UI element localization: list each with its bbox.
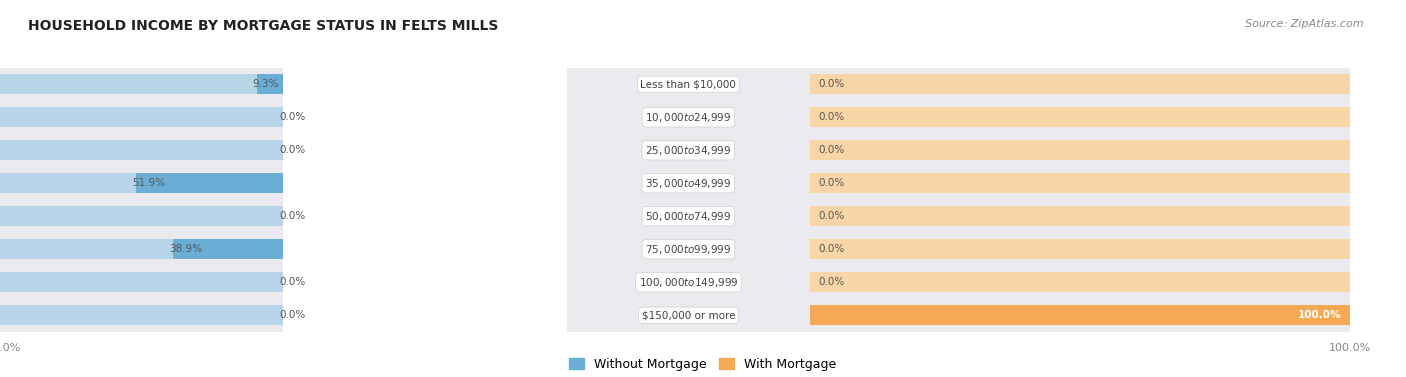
Bar xyxy=(567,134,810,167)
Text: 100.0%: 100.0% xyxy=(1298,310,1341,320)
Bar xyxy=(810,305,1350,325)
Bar xyxy=(173,239,284,259)
Bar xyxy=(0,200,284,233)
Text: 0.0%: 0.0% xyxy=(818,112,844,123)
Text: $35,000 to $49,999: $35,000 to $49,999 xyxy=(645,177,731,190)
Bar xyxy=(0,272,284,292)
Text: 38.9%: 38.9% xyxy=(169,244,202,254)
Bar xyxy=(0,239,284,259)
Text: Less than $10,000: Less than $10,000 xyxy=(641,79,737,89)
Bar xyxy=(567,167,810,200)
Bar xyxy=(0,134,284,167)
Text: HOUSEHOLD INCOME BY MORTGAGE STATUS IN FELTS MILLS: HOUSEHOLD INCOME BY MORTGAGE STATUS IN F… xyxy=(28,19,499,33)
Bar xyxy=(810,101,1350,134)
Bar xyxy=(0,68,284,101)
Bar xyxy=(567,299,810,332)
Bar xyxy=(0,305,284,325)
Bar xyxy=(567,68,810,101)
Text: 0.0%: 0.0% xyxy=(818,244,844,254)
Bar xyxy=(257,75,284,94)
Bar xyxy=(810,233,1350,266)
Bar xyxy=(567,200,810,233)
Bar xyxy=(810,107,1350,127)
Text: $150,000 or more: $150,000 or more xyxy=(641,310,735,320)
Text: 100.0%: 100.0% xyxy=(0,343,21,353)
Bar xyxy=(0,207,284,226)
Bar xyxy=(810,68,1350,101)
Text: $75,000 to $99,999: $75,000 to $99,999 xyxy=(645,243,731,256)
Bar xyxy=(567,233,810,266)
Text: 0.0%: 0.0% xyxy=(818,145,844,155)
Bar xyxy=(0,233,284,266)
Text: 0.0%: 0.0% xyxy=(818,178,844,188)
Text: 51.9%: 51.9% xyxy=(132,178,166,188)
Bar xyxy=(810,173,1350,193)
Text: 0.0%: 0.0% xyxy=(280,145,305,155)
Bar xyxy=(0,101,284,134)
Text: 0.0%: 0.0% xyxy=(818,211,844,221)
Bar xyxy=(810,141,1350,160)
Text: 9.3%: 9.3% xyxy=(253,79,280,89)
Bar xyxy=(810,272,1350,292)
Bar xyxy=(0,75,284,94)
Legend: Without Mortgage, With Mortgage: Without Mortgage, With Mortgage xyxy=(569,358,837,371)
Bar xyxy=(136,173,284,193)
Bar xyxy=(810,239,1350,259)
Bar xyxy=(0,107,284,127)
Text: 100.0%: 100.0% xyxy=(1329,343,1371,353)
Text: 0.0%: 0.0% xyxy=(818,277,844,287)
Text: $50,000 to $74,999: $50,000 to $74,999 xyxy=(645,210,731,223)
Bar xyxy=(810,207,1350,226)
Text: 0.0%: 0.0% xyxy=(280,277,305,287)
Bar xyxy=(810,299,1350,332)
Text: $100,000 to $149,999: $100,000 to $149,999 xyxy=(638,276,738,289)
Bar xyxy=(0,167,284,200)
Bar xyxy=(810,75,1350,94)
Text: 0.0%: 0.0% xyxy=(280,112,305,123)
Bar xyxy=(810,266,1350,299)
Text: Source: ZipAtlas.com: Source: ZipAtlas.com xyxy=(1246,19,1364,29)
Text: 0.0%: 0.0% xyxy=(280,211,305,221)
Bar xyxy=(810,305,1350,325)
Bar xyxy=(567,266,810,299)
Text: $10,000 to $24,999: $10,000 to $24,999 xyxy=(645,111,731,124)
Bar xyxy=(810,167,1350,200)
Bar xyxy=(567,101,810,134)
Bar xyxy=(810,200,1350,233)
Bar xyxy=(0,266,284,299)
Bar xyxy=(0,141,284,160)
Bar xyxy=(0,299,284,332)
Bar xyxy=(0,173,284,193)
Text: 0.0%: 0.0% xyxy=(280,310,305,320)
Bar xyxy=(810,134,1350,167)
Text: $25,000 to $34,999: $25,000 to $34,999 xyxy=(645,144,731,157)
Text: 0.0%: 0.0% xyxy=(818,79,844,89)
